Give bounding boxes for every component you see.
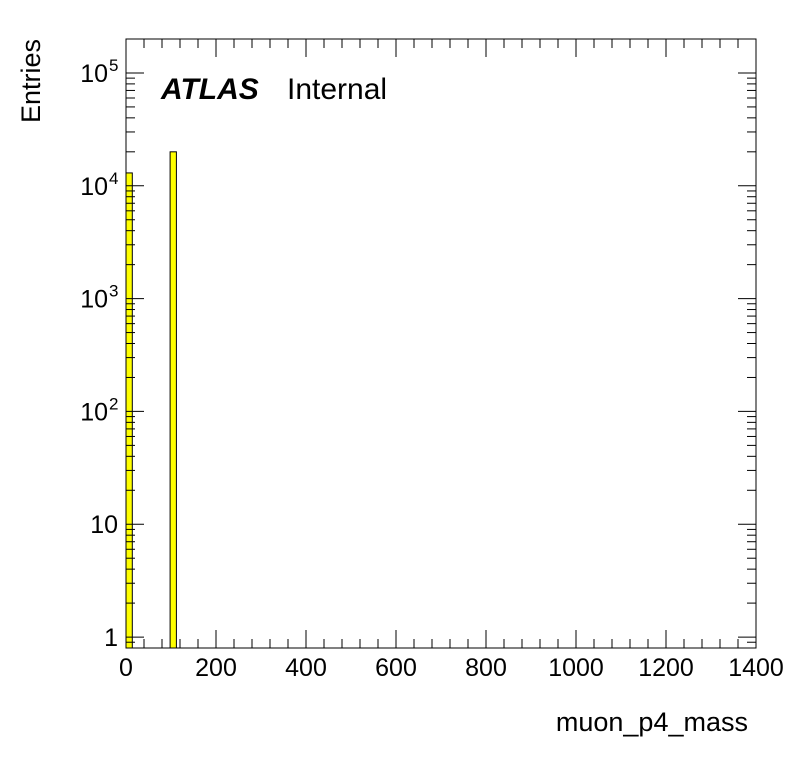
y-tick-label: 10 3: [80, 282, 118, 314]
y-tick-label: 10 5: [80, 56, 118, 88]
y-axis-title: Entries: [16, 39, 46, 123]
x-tick-label: 1000: [548, 654, 604, 682]
y-tick-label-exponent: 3: [109, 282, 118, 301]
y-tick-label-base: 10: [80, 398, 108, 426]
bars-layer: [125, 151, 177, 649]
y-tick-label: 1: [104, 624, 118, 652]
y-tick-label-exponent: 2: [109, 394, 118, 413]
ticks-layer: [125, 38, 757, 649]
y-tick-label-exponent: 5: [109, 56, 118, 75]
plot-frame: [125, 38, 757, 649]
y-tick-label-base: 10: [80, 60, 108, 88]
x-tick-label: 600: [375, 654, 417, 682]
x-tick-label: 1200: [638, 654, 694, 682]
atlas-status-label: Internal: [287, 73, 387, 106]
y-tick-label-exponent: 4: [109, 169, 118, 188]
y-tick-label-base: 10: [90, 511, 118, 539]
x-tick-label: 400: [285, 654, 327, 682]
x-axis-title: muon_p4_mass: [556, 707, 748, 737]
y-tick-label: 10: [90, 511, 118, 539]
histogram-bar-1: [169, 151, 177, 649]
x-tick-label: 800: [465, 654, 507, 682]
atlas-label: ATLAS: [160, 73, 259, 106]
y-tick-label-base: 10: [80, 286, 108, 314]
x-tick-label: 200: [195, 654, 237, 682]
histogram-bar-0: [125, 172, 133, 649]
y-tick-label-base: 10: [80, 173, 108, 201]
x-tick-label: 1400: [728, 654, 784, 682]
x-tick-label: 0: [119, 654, 133, 682]
y-tick-label-base: 1: [104, 624, 118, 652]
y-tick-label: 10 4: [80, 169, 118, 201]
y-tick-label: 10 2: [80, 394, 118, 426]
